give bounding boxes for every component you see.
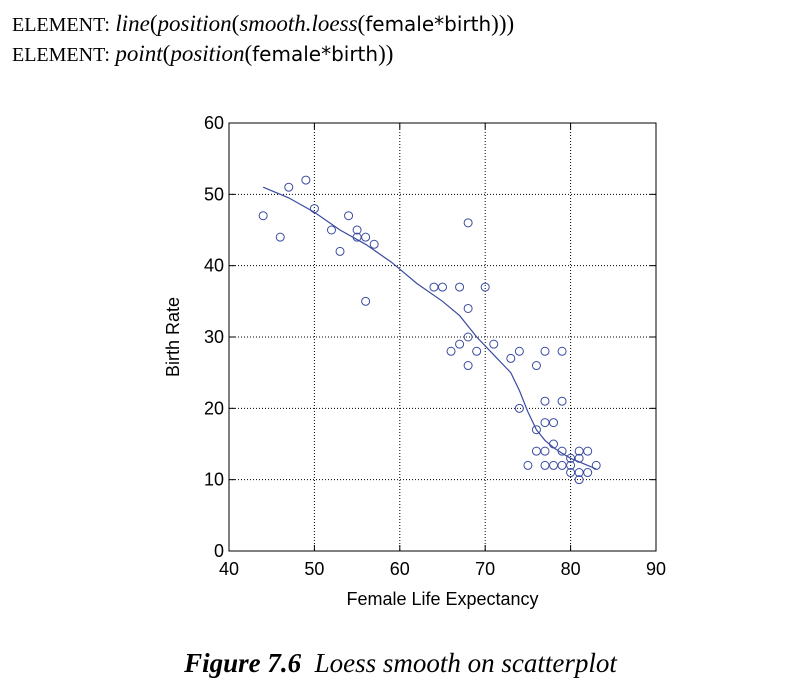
axis-ticks: 40 50 60 70 80 90 0 10 20 30 40 50 60 xyxy=(204,113,666,579)
closing-parens: )) xyxy=(378,41,394,66)
data-point xyxy=(335,246,345,256)
data-point xyxy=(540,346,550,356)
grid xyxy=(229,123,656,551)
data-point xyxy=(591,460,601,470)
plot-frame xyxy=(228,122,657,552)
data-point xyxy=(531,446,541,456)
data-point xyxy=(429,282,439,292)
data-point xyxy=(531,425,541,435)
y-tick-label: 60 xyxy=(204,113,224,133)
data-point xyxy=(566,468,576,478)
x-axis-title: Female Life Expectancy xyxy=(346,589,538,609)
element-keyword: ELEMENT: xyxy=(12,14,110,36)
data-point xyxy=(549,460,559,470)
paren: ( xyxy=(244,41,253,66)
figure-number: Figure 7.6 xyxy=(184,648,302,678)
paren: ( xyxy=(162,41,171,66)
y-tick-label: 0 xyxy=(214,541,224,561)
caption-text: Loess smooth on scatterplot xyxy=(314,648,617,678)
x-tick-label: 60 xyxy=(390,559,410,579)
data-point xyxy=(574,453,584,463)
data-point xyxy=(463,218,473,228)
func-name: line xyxy=(115,11,150,36)
paren: ( xyxy=(149,11,158,36)
y-tick-label: 50 xyxy=(204,184,224,204)
data-point xyxy=(344,211,354,221)
data-point xyxy=(566,460,576,470)
data-point xyxy=(361,296,371,306)
data-point xyxy=(540,446,550,456)
x-tick-label: 70 xyxy=(475,559,495,579)
data-point xyxy=(438,282,447,292)
code-line-2: ELEMENT: point(position(female*birth)) xyxy=(12,40,393,69)
data-point xyxy=(574,468,584,478)
data-point xyxy=(463,303,473,313)
data-point xyxy=(352,225,362,235)
figure-caption: Figure 7.6 Loess smooth on scatterplot xyxy=(0,648,801,679)
x-tick-label: 90 xyxy=(646,559,666,579)
data-point xyxy=(540,460,550,470)
x-tick-label: 50 xyxy=(304,559,324,579)
paren: ( xyxy=(357,11,366,36)
x-tick-label: 80 xyxy=(561,559,581,579)
data-point xyxy=(489,339,499,349)
data-point xyxy=(557,446,567,456)
data-point xyxy=(549,439,559,449)
data-point xyxy=(557,460,567,470)
y-tick-label: 10 xyxy=(204,470,224,490)
data-point xyxy=(258,211,268,221)
data-point xyxy=(463,361,473,371)
data-point xyxy=(284,182,294,192)
data-point xyxy=(506,353,516,363)
smooth-func: smooth.loess xyxy=(239,11,358,36)
code-line-1: ELEMENT: line(position(smooth.loess(fema… xyxy=(12,10,514,39)
data-point xyxy=(523,460,533,470)
data-point xyxy=(531,361,541,371)
data-point xyxy=(472,346,482,356)
data-point xyxy=(301,175,311,185)
data-point xyxy=(557,396,567,406)
data-point xyxy=(574,446,584,456)
paren: ( xyxy=(231,11,240,36)
y-tick-label: 30 xyxy=(204,327,224,347)
data-point xyxy=(566,453,576,463)
data-point xyxy=(583,446,593,456)
data-point xyxy=(514,403,524,413)
data-point xyxy=(361,232,371,242)
data-point xyxy=(369,239,379,249)
data-point xyxy=(455,339,465,349)
expression: female*birth xyxy=(365,12,492,36)
data-point xyxy=(574,475,584,485)
data-point xyxy=(275,232,285,242)
data-point xyxy=(446,346,456,356)
data-point xyxy=(514,346,524,356)
position-func: position xyxy=(170,41,245,66)
closing-parens: ))) xyxy=(491,11,515,36)
data-point xyxy=(463,332,473,342)
x-tick-label: 40 xyxy=(219,559,239,579)
data-point xyxy=(540,396,550,406)
element-keyword: ELEMENT: xyxy=(12,44,110,66)
data-point xyxy=(309,204,319,214)
points-layer xyxy=(258,175,601,485)
y-axis-title: Birth Rate xyxy=(163,297,183,377)
expression: female*birth xyxy=(252,42,379,66)
data-point xyxy=(455,282,465,292)
data-point xyxy=(557,346,567,356)
y-tick-label: 20 xyxy=(204,398,224,418)
scatterplot-chart: 40 50 60 70 80 90 0 10 20 30 40 50 60 Female Life Ex… xyxy=(163,113,666,609)
data-point xyxy=(352,232,362,242)
data-point xyxy=(583,468,593,478)
func-name: point xyxy=(115,41,163,66)
data-point xyxy=(540,418,550,428)
position-func: position xyxy=(157,11,232,36)
data-point xyxy=(326,225,336,235)
data-point xyxy=(549,418,559,428)
y-tick-label: 40 xyxy=(204,256,224,276)
data-point xyxy=(480,282,490,292)
